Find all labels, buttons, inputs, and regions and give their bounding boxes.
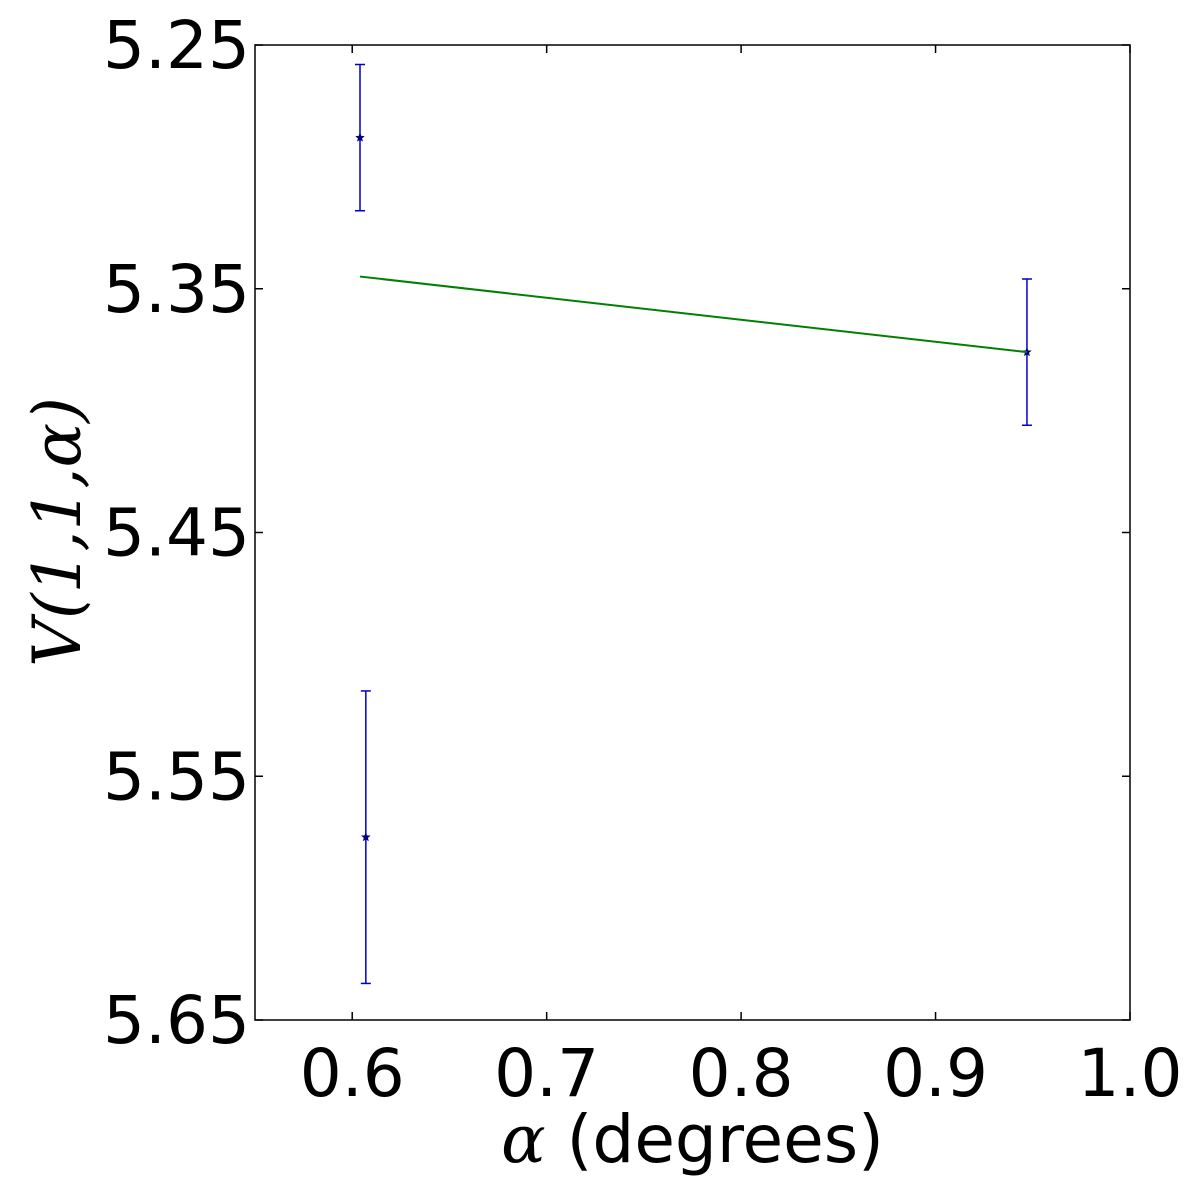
y-axis-label: V(1,1,α): [19, 397, 96, 667]
x-axis-label-text: (degrees): [546, 1101, 884, 1178]
y-tick-label: 5.35: [103, 251, 250, 328]
star-marker: [361, 832, 371, 842]
errorbar-point: [355, 63, 365, 212]
y-tick-label: 5.65: [103, 982, 250, 1059]
x-axis-label-symbol: α: [501, 1101, 546, 1178]
plot-frame: [254, 44, 1131, 1021]
x-tick-label: 0.7: [494, 1035, 599, 1112]
y-tick-label: 5.25: [103, 7, 250, 84]
y-tick-label: 5.45: [103, 495, 250, 572]
errorbar-point: [360, 690, 371, 985]
x-tick-label: 1.0: [1078, 1035, 1183, 1112]
x-tick-label: 0.8: [689, 1035, 794, 1112]
tick-group: 0.6 0.7 0.8 0.9 1.0 5.25 5.35 5.45 5.55 5.65: [103, 7, 1182, 1112]
fit-line: [359, 275, 1028, 354]
x-tick-label: 0.9: [883, 1035, 988, 1112]
series-group: [355, 63, 1032, 985]
x-axis-label: α (degrees): [501, 1101, 884, 1178]
label-group: α (degrees) V(1,1,α): [19, 397, 884, 1178]
star-marker: [355, 132, 365, 142]
x-tick-label: 0.6: [300, 1035, 405, 1112]
y-tick-label: 5.55: [103, 738, 250, 815]
